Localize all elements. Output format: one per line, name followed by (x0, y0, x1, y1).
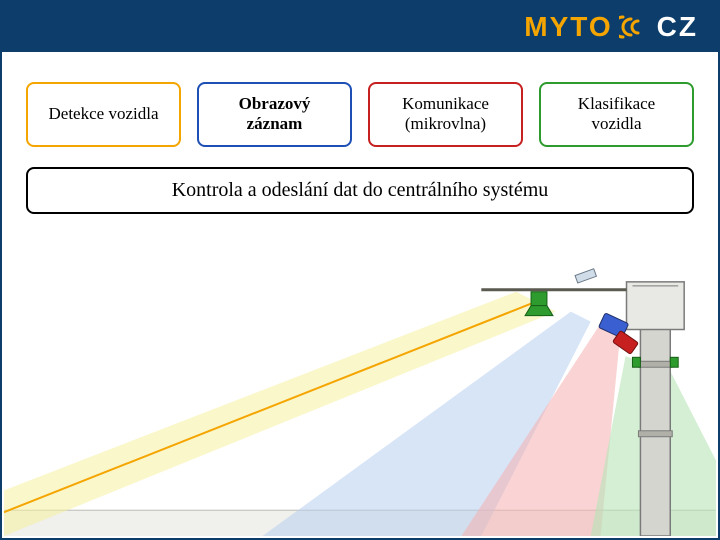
stage-label: Klasifikacevozidla (578, 94, 655, 135)
stage-box-obrazovy: Obrazovýzáznam (197, 82, 352, 147)
header-bar: MYTO CZ (2, 2, 718, 52)
stage-box-detekce: Detekce vozidla (26, 82, 181, 147)
stage-label: Obrazovýzáznam (239, 94, 311, 135)
logo-myto-text: MYTO (524, 11, 612, 43)
logo-wifi-icon (619, 13, 645, 41)
stage-label: Kontrola a odeslání dat do centrálního s… (172, 179, 549, 202)
stage-row: Detekce vozidla Obrazovýzáznam Komunikac… (2, 52, 718, 159)
illustration (4, 262, 716, 536)
stage-box-kontrola: Kontrola a odeslání dat do centrálního s… (26, 167, 694, 214)
logo: MYTO CZ (524, 11, 698, 43)
stage-label: Detekce vozidla (49, 104, 159, 124)
stage-box-komunikace: Komunikace(mikrovlna) (368, 82, 523, 147)
stage-label: Komunikace(mikrovlna) (402, 94, 489, 135)
logo-cz-text: CZ (657, 11, 698, 43)
stage-box-klasifikace: Klasifikacevozidla (539, 82, 694, 147)
